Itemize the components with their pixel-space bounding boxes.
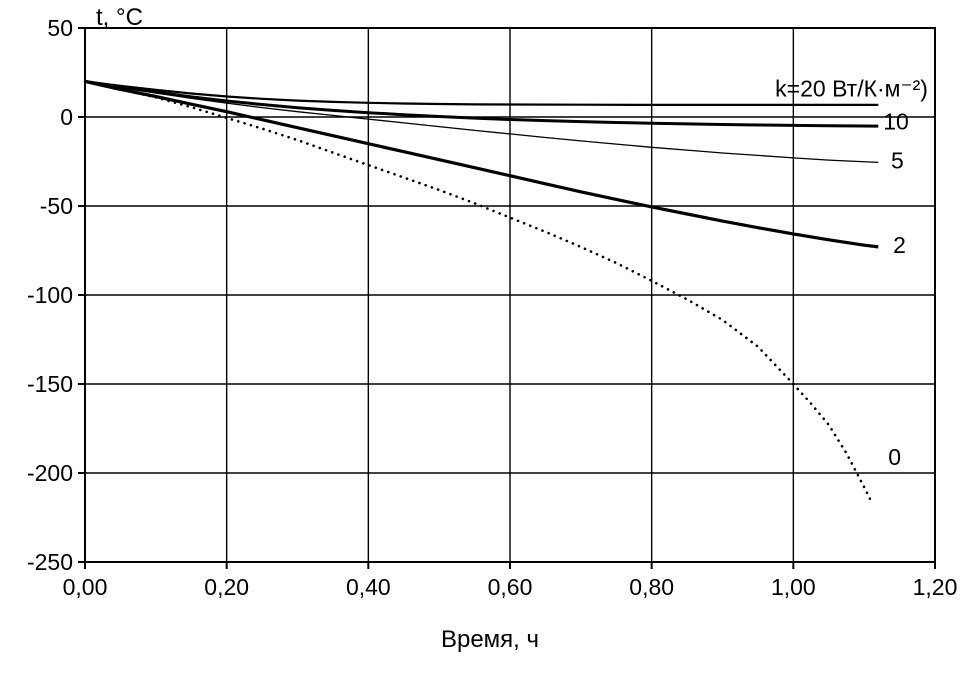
series-line-k20	[84, 80, 879, 107]
x-tick-label: 1,00	[771, 574, 816, 600]
series-line-k10	[84, 79, 879, 128]
plot-frame	[84, 27, 936, 563]
y-tick-label: 50	[47, 15, 73, 41]
series-label-k5: 5	[891, 148, 904, 174]
x-tick-label: 0,40	[346, 574, 391, 600]
y-tick-label: -50	[40, 193, 73, 219]
y-tick-label: -150	[27, 371, 73, 397]
y-tick-label: 0	[60, 104, 73, 130]
x-tick-label: 0,60	[488, 574, 533, 600]
x-tick-label: 0,00	[63, 574, 108, 600]
series-label-k10: 10	[883, 108, 909, 134]
y-tick-label: -250	[27, 549, 73, 575]
series-label-k0: 0	[888, 444, 901, 470]
x-tick-label: 1,20	[913, 574, 958, 600]
series-label-k20: k=20 Вт/К·м⁻²)	[775, 76, 928, 102]
y-axis-title: t, °C	[96, 4, 143, 31]
y-tick-label: -100	[27, 282, 73, 308]
series-line-k0	[83, 80, 873, 503]
x-tick-label: 0,80	[629, 574, 674, 600]
y-tick-label: -200	[27, 460, 73, 486]
series-label-k2: 2	[893, 232, 906, 258]
x-tick-label: 0,20	[204, 574, 249, 600]
x-axis-title: Время, ч	[440, 626, 540, 653]
series-line-k5	[84, 80, 879, 164]
series-line-k2	[84, 79, 879, 249]
